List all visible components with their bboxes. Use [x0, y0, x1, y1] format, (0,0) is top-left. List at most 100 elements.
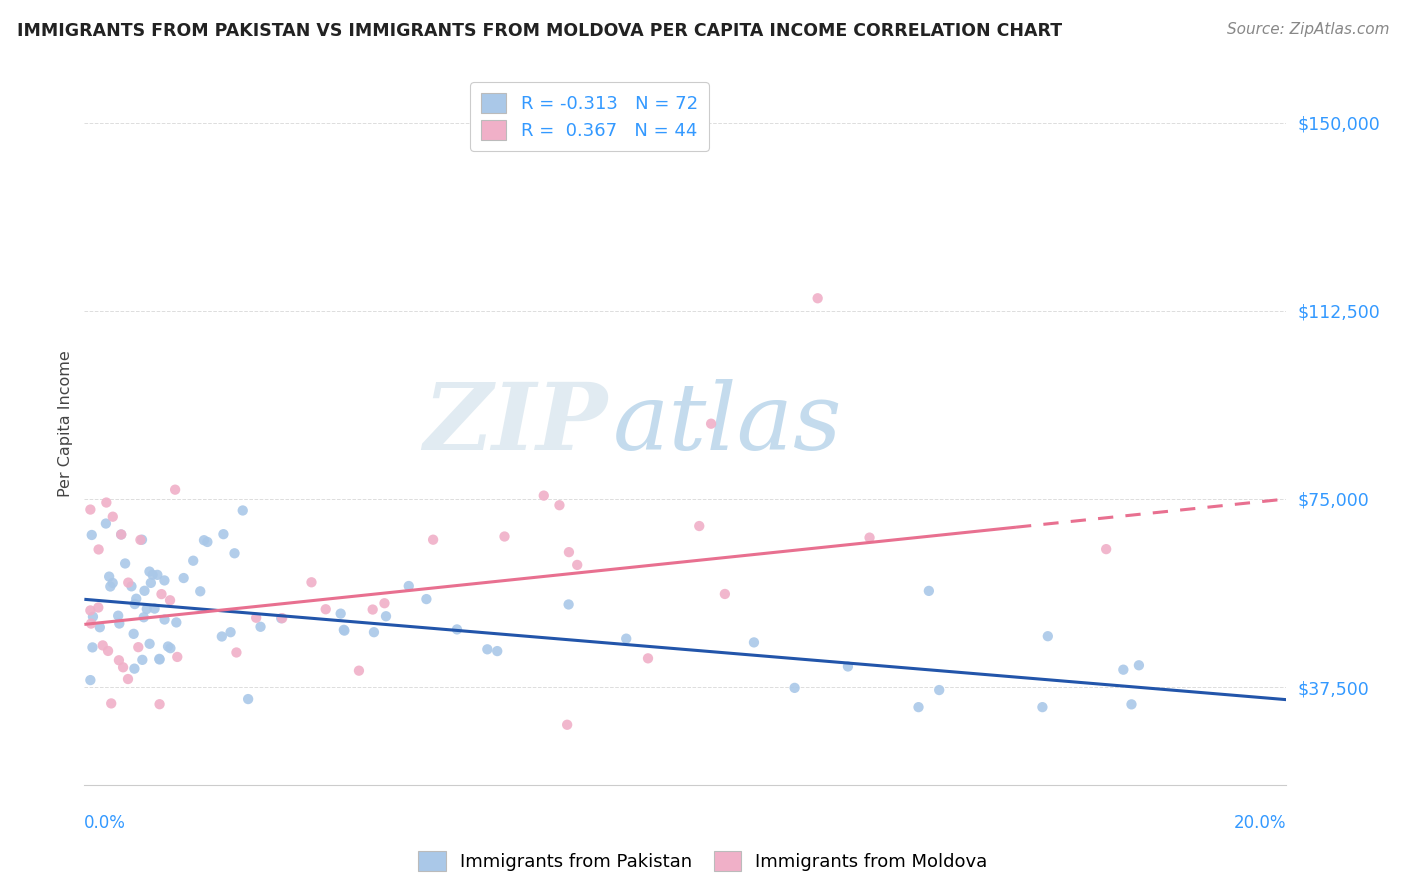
Point: [714, 587, 737, 601]
Point: [363, 625, 385, 640]
Point: [212, 527, 235, 541]
Point: [548, 498, 571, 512]
Point: [101, 509, 124, 524]
Point: [928, 683, 950, 698]
Point: [108, 653, 131, 667]
Point: [907, 700, 929, 714]
Point: [1095, 542, 1118, 557]
Point: [138, 637, 160, 651]
Point: [807, 291, 830, 305]
Point: [555, 717, 578, 731]
Point: [79, 502, 101, 516]
Text: atlas: atlas: [613, 379, 842, 468]
Point: [165, 483, 187, 497]
Point: [114, 557, 136, 571]
Point: [271, 611, 294, 625]
Point: [837, 659, 859, 673]
Point: [132, 610, 155, 624]
Point: [236, 692, 259, 706]
Point: [139, 575, 162, 590]
Point: [91, 639, 114, 653]
Point: [193, 533, 215, 548]
Point: [1112, 663, 1135, 677]
Point: [494, 529, 516, 543]
Point: [150, 587, 173, 601]
Point: [131, 533, 153, 547]
Point: [122, 627, 145, 641]
Point: [101, 575, 124, 590]
Point: [98, 579, 121, 593]
Point: [245, 611, 267, 625]
Point: [415, 592, 437, 607]
Point: [79, 603, 101, 617]
Point: [1031, 700, 1053, 714]
Point: [188, 584, 211, 599]
Point: [224, 546, 246, 560]
Legend: Immigrants from Pakistan, Immigrants from Moldova: Immigrants from Pakistan, Immigrants fro…: [411, 844, 995, 879]
Point: [918, 583, 941, 598]
Point: [131, 653, 153, 667]
Point: [1128, 658, 1150, 673]
Point: [143, 601, 166, 615]
Point: [858, 531, 880, 545]
Point: [138, 565, 160, 579]
Point: [110, 527, 132, 541]
Point: [121, 579, 143, 593]
Point: [135, 602, 157, 616]
Point: [146, 567, 169, 582]
Point: [108, 616, 131, 631]
Point: [142, 567, 165, 582]
Point: [361, 602, 384, 616]
Point: [124, 597, 146, 611]
Point: [225, 645, 247, 659]
Text: 20.0%: 20.0%: [1234, 814, 1286, 832]
Point: [1121, 698, 1143, 712]
Point: [742, 635, 765, 649]
Point: [127, 640, 149, 655]
Point: [329, 607, 352, 621]
Point: [166, 649, 188, 664]
Point: [134, 583, 156, 598]
Point: [112, 660, 135, 674]
Point: [373, 596, 395, 610]
Point: [700, 417, 723, 431]
Text: Source: ZipAtlas.com: Source: ZipAtlas.com: [1226, 22, 1389, 37]
Point: [94, 516, 117, 531]
Point: [82, 640, 104, 655]
Point: [149, 652, 172, 666]
Point: [557, 598, 579, 612]
Point: [148, 652, 170, 666]
Point: [249, 620, 271, 634]
Text: IMMIGRANTS FROM PAKISTAN VS IMMIGRANTS FROM MOLDOVA PER CAPITA INCOME CORRELATIO: IMMIGRANTS FROM PAKISTAN VS IMMIGRANTS F…: [17, 22, 1062, 40]
Point: [87, 542, 110, 557]
Point: [159, 641, 181, 656]
Point: [375, 609, 398, 624]
Point: [477, 642, 499, 657]
Point: [688, 519, 710, 533]
Point: [124, 662, 146, 676]
Point: [97, 644, 120, 658]
Point: [614, 632, 637, 646]
Point: [89, 620, 111, 634]
Point: [1036, 629, 1059, 643]
Point: [783, 681, 806, 695]
Point: [486, 644, 509, 658]
Point: [125, 591, 148, 606]
Point: [80, 528, 103, 542]
Point: [301, 575, 323, 590]
Point: [87, 600, 110, 615]
Point: [270, 611, 292, 625]
Point: [80, 616, 103, 631]
Point: [98, 569, 121, 583]
Point: [153, 574, 176, 588]
Point: [181, 554, 204, 568]
Text: ZIP: ZIP: [423, 379, 607, 468]
Point: [195, 535, 218, 549]
Point: [110, 527, 132, 541]
Point: [558, 545, 581, 559]
Point: [157, 640, 180, 654]
Point: [333, 624, 356, 638]
Point: [148, 697, 170, 711]
Point: [153, 613, 176, 627]
Point: [82, 609, 104, 624]
